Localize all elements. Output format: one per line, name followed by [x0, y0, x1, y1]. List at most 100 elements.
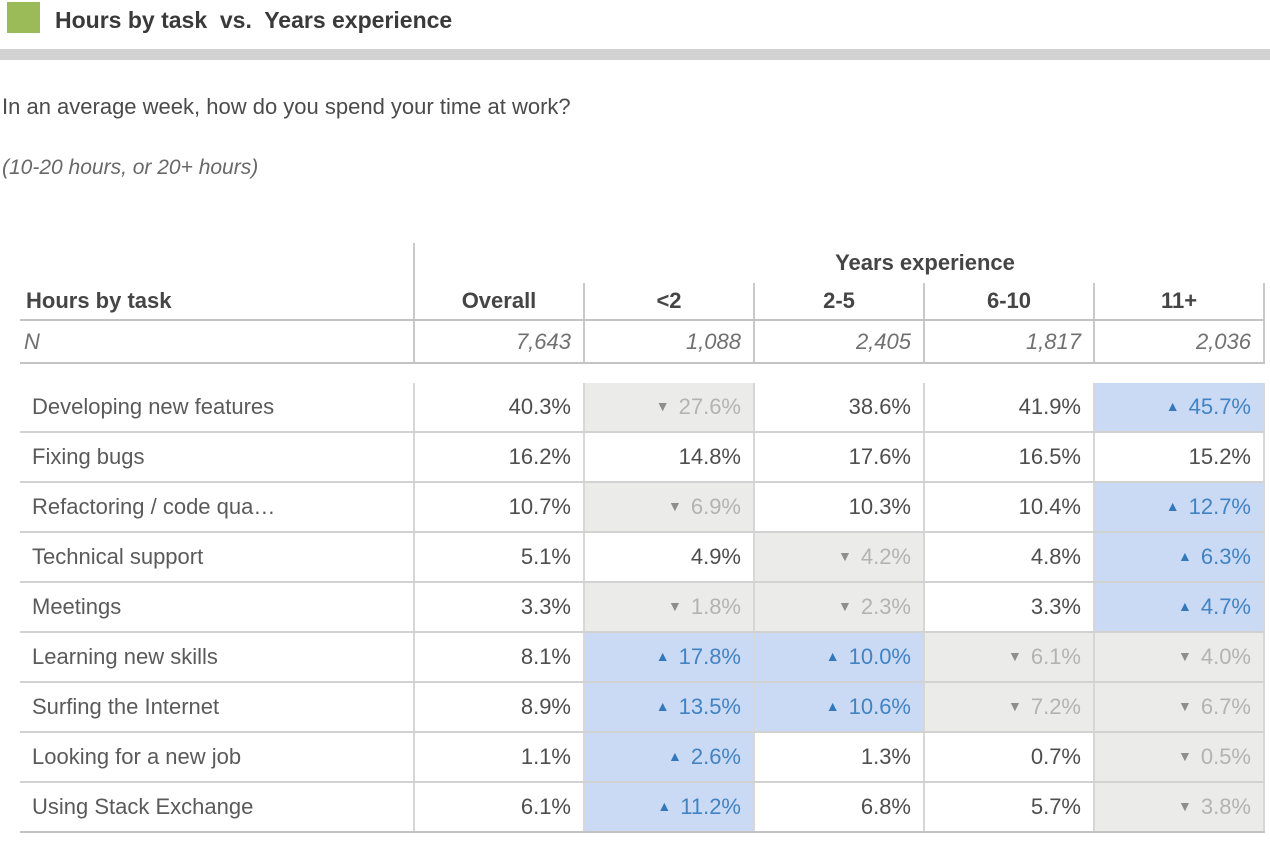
value-cell: ▲▼6.7%	[1095, 683, 1265, 731]
cell-value: 1.1%	[520, 744, 571, 769]
value-cell: ▲▼17.6%	[755, 433, 925, 481]
value-cell: ▲▼10.7%	[415, 483, 585, 531]
n-value-11plus: 2,036	[1095, 321, 1265, 362]
up-arrow-icon: ▲	[825, 648, 840, 664]
column-header-2-5: 2-5	[755, 283, 925, 319]
group-header-label: Years experience	[835, 250, 1015, 275]
value-cell: ▲▼2.3%	[755, 583, 925, 631]
value-cell: ▲▼1.1%	[415, 733, 585, 781]
value-cell: ▲▼1.8%	[585, 583, 755, 631]
cell-value: 14.8%	[678, 444, 741, 469]
value-cell: ▲▼6.8%	[755, 783, 925, 831]
value-cell: ▲▼16.2%	[415, 433, 585, 481]
value-cell: ▲▼5.1%	[415, 533, 585, 581]
table-row: Learning new skills ▲▼8.1% ▲▼17.8% ▲▼10.…	[20, 633, 1265, 683]
cell-value: 3.8%	[1200, 794, 1251, 819]
value-cell: ▲▼10.4%	[925, 483, 1095, 531]
cell-value: 6.7%	[1200, 694, 1251, 719]
report-header: Hours by task vs. Years experience	[0, 0, 1270, 49]
cell-value: 40.3%	[508, 394, 571, 419]
cell-value: 10.4%	[1018, 494, 1081, 519]
value-cell: ▲▼11.2%	[585, 783, 755, 831]
cell-value: 10.3%	[848, 494, 911, 519]
group-header-spacer-overall	[415, 243, 585, 283]
cell-value: 6.1%	[520, 794, 571, 819]
table-gap	[20, 364, 1265, 383]
value-cell: ▲▼4.7%	[1095, 583, 1265, 631]
results-table: Years experience Hours by task Overall <…	[20, 243, 1265, 833]
value-cell: ▲▼0.7%	[925, 733, 1095, 781]
value-cell: ▲▼16.5%	[925, 433, 1095, 481]
table-row: Surfing the Internet ▲▼8.9% ▲▼13.5% ▲▼10…	[20, 683, 1265, 733]
column-header-11plus: 11+	[1095, 283, 1265, 319]
cell-value: 12.7%	[1188, 494, 1251, 519]
n-value-6-10: 1,817	[925, 321, 1095, 362]
value-cell: ▲▼14.8%	[585, 433, 755, 481]
cell-value: 0.7%	[1030, 744, 1081, 769]
value-cell: ▲▼12.7%	[1095, 483, 1265, 531]
value-cell: ▲▼41.9%	[925, 383, 1095, 431]
cell-value: 4.7%	[1200, 594, 1251, 619]
cell-value: 5.7%	[1030, 794, 1081, 819]
cell-value: 8.9%	[520, 694, 571, 719]
cell-value: 16.2%	[508, 444, 571, 469]
up-arrow-icon: ▲	[655, 648, 670, 664]
down-arrow-icon: ▼	[1177, 648, 1192, 664]
down-arrow-icon: ▼	[1177, 748, 1192, 764]
row-label: Meetings	[20, 583, 415, 631]
value-cell: ▲▼4.2%	[755, 533, 925, 581]
cell-value: 15.2%	[1188, 444, 1251, 469]
down-arrow-icon: ▼	[655, 398, 670, 414]
value-cell: ▲▼1.3%	[755, 733, 925, 781]
down-arrow-icon: ▼	[1007, 698, 1022, 714]
value-cell: ▲▼8.9%	[415, 683, 585, 731]
cell-value: 10.0%	[848, 644, 911, 669]
cell-value: 10.6%	[848, 694, 911, 719]
cell-value: 4.9%	[690, 544, 741, 569]
table-column-header-row: Hours by task Overall <2 2-5 6-10 11+	[20, 283, 1265, 321]
table-body: Developing new features ▲▼40.3% ▲▼27.6% …	[20, 383, 1265, 833]
value-cell: ▲▼40.3%	[415, 383, 585, 431]
value-cell: ▲▼10.6%	[755, 683, 925, 731]
down-arrow-icon: ▼	[1177, 798, 1192, 814]
value-cell: ▲▼6.1%	[415, 783, 585, 831]
value-cell: ▲▼0.5%	[1095, 733, 1265, 781]
n-row-label: N	[20, 321, 415, 362]
value-cell: ▲▼6.9%	[585, 483, 755, 531]
value-cell: ▲▼4.8%	[925, 533, 1095, 581]
survey-report-page: Hours by task vs. Years experience In an…	[0, 0, 1270, 833]
table-row: Developing new features ▲▼40.3% ▲▼27.6% …	[20, 383, 1265, 433]
value-cell: ▲▼3.8%	[1095, 783, 1265, 831]
table-row: Looking for a new job ▲▼1.1% ▲▼2.6% ▲▼1.…	[20, 733, 1265, 783]
cell-value: 3.3%	[1030, 594, 1081, 619]
cell-value: 6.9%	[690, 494, 741, 519]
down-arrow-icon: ▼	[837, 598, 852, 614]
down-arrow-icon: ▼	[1007, 648, 1022, 664]
up-arrow-icon: ▲	[655, 698, 670, 714]
value-cell: ▲▼13.5%	[585, 683, 755, 731]
cell-value: 1.3%	[860, 744, 911, 769]
value-cell: ▲▼2.6%	[585, 733, 755, 781]
row-label: Fixing bugs	[20, 433, 415, 481]
value-cell: ▲▼10.3%	[755, 483, 925, 531]
cell-value: 3.3%	[520, 594, 571, 619]
cell-value: 4.2%	[860, 544, 911, 569]
cell-value: 4.0%	[1200, 644, 1251, 669]
row-label: Developing new features	[20, 383, 415, 431]
up-arrow-icon: ▲	[1165, 398, 1180, 414]
down-arrow-icon: ▼	[1177, 698, 1192, 714]
row-label: Refactoring / code qua…	[20, 483, 415, 531]
table-row: Technical support ▲▼5.1% ▲▼4.9% ▲ ▼ 4.2% ▲…	[20, 533, 1265, 583]
up-arrow-icon: ▲	[825, 698, 840, 714]
row-label: Looking for a new job	[20, 733, 415, 781]
value-cell: ▲▼45.7%	[1095, 383, 1265, 431]
n-value-lt2: 1,088	[585, 321, 755, 362]
header-divider-bar	[0, 49, 1270, 60]
group-header-spacer-left	[20, 243, 415, 283]
cell-value: 7.2%	[1030, 694, 1081, 719]
row-label: Technical support	[20, 533, 415, 581]
down-arrow-icon: ▼	[667, 598, 682, 614]
table-row: Refactoring / code qua… ▲▼10.7% ▲ ▼ 6.9% ▲…	[20, 483, 1265, 533]
table-group-header-row: Years experience	[20, 243, 1265, 283]
cell-value: 6.3%	[1200, 544, 1251, 569]
